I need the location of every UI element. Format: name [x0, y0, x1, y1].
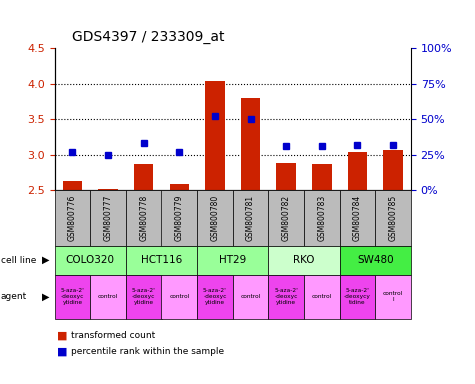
Text: GSM800781: GSM800781	[246, 195, 255, 241]
Text: RKO: RKO	[293, 255, 315, 265]
Text: ▶: ▶	[42, 255, 50, 265]
Text: GDS4397 / 233309_at: GDS4397 / 233309_at	[72, 30, 225, 44]
Text: ■: ■	[57, 331, 67, 341]
Text: control
l: control l	[383, 291, 403, 302]
Text: ■: ■	[57, 346, 67, 356]
Text: ▶: ▶	[42, 291, 50, 302]
Text: GSM800776: GSM800776	[68, 195, 77, 241]
Text: 5-aza-2'
-deoxycy
tidine: 5-aza-2' -deoxycy tidine	[344, 288, 371, 305]
Bar	[312, 164, 332, 190]
Text: GSM800782: GSM800782	[282, 195, 291, 241]
Text: GSM800778: GSM800778	[139, 195, 148, 241]
Text: control: control	[240, 294, 261, 299]
Text: GSM800785: GSM800785	[389, 195, 398, 241]
Bar	[134, 164, 153, 190]
Text: COLO320: COLO320	[66, 255, 115, 265]
Text: GSM800780: GSM800780	[210, 195, 219, 241]
Text: HCT116: HCT116	[141, 255, 182, 265]
Text: cell line: cell line	[1, 256, 36, 265]
Text: control: control	[312, 294, 332, 299]
Text: HT29: HT29	[219, 255, 247, 265]
Bar	[383, 150, 403, 190]
Bar	[98, 189, 118, 190]
Bar	[276, 163, 296, 190]
Text: 5-aza-2'
-deoxyc
ytidine: 5-aza-2' -deoxyc ytidine	[60, 288, 85, 305]
Text: SW480: SW480	[357, 255, 394, 265]
Text: percentile rank within the sample: percentile rank within the sample	[71, 347, 224, 356]
Bar	[205, 81, 225, 190]
Text: 5-aza-2'
-deoxyc
ytidine: 5-aza-2' -deoxyc ytidine	[132, 288, 156, 305]
Text: GSM800777: GSM800777	[104, 195, 113, 241]
Bar	[170, 184, 189, 190]
Text: 5-aza-2'
-deoxyc
ytidine: 5-aza-2' -deoxyc ytidine	[203, 288, 227, 305]
Text: GSM800779: GSM800779	[175, 195, 184, 241]
Bar	[63, 181, 82, 190]
Text: GSM800784: GSM800784	[353, 195, 362, 241]
Text: control: control	[169, 294, 190, 299]
Text: control: control	[98, 294, 118, 299]
Text: GSM800783: GSM800783	[317, 195, 326, 241]
Text: agent: agent	[1, 292, 27, 301]
Text: 5-aza-2'
-deoxyc
ytidine: 5-aza-2' -deoxyc ytidine	[274, 288, 298, 305]
Bar	[241, 98, 260, 190]
Text: transformed count: transformed count	[71, 331, 155, 341]
Bar	[348, 152, 367, 190]
